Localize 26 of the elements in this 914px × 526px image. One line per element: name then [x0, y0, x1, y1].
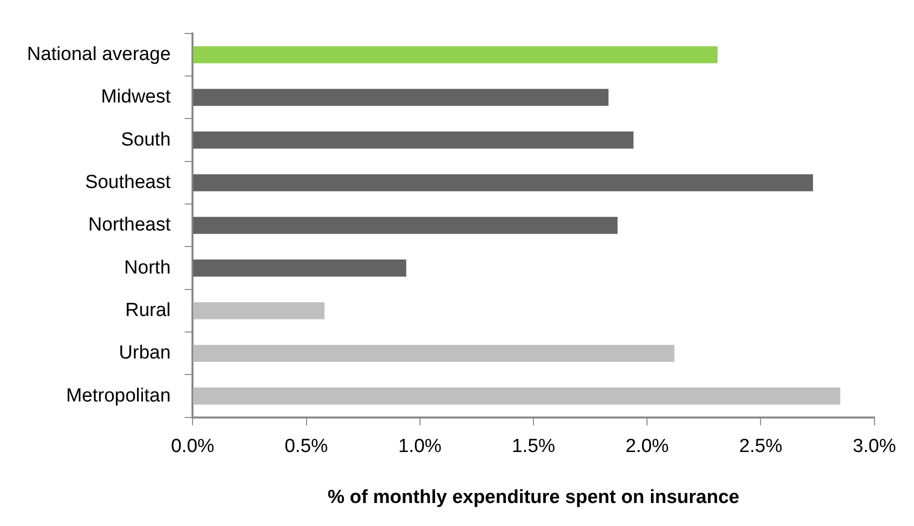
bar [193, 88, 608, 106]
y-tick-label: National average [26, 44, 171, 65]
bar [193, 260, 406, 277]
bar [193, 174, 813, 192]
bar [193, 216, 618, 234]
y-tick-label: Southeast [85, 172, 172, 193]
bar [193, 344, 674, 362]
y-tick-label: North [124, 257, 171, 278]
x-tick-label: 2.0% [625, 436, 669, 458]
x-tick-label: 3.0% [852, 436, 896, 458]
y-tick-label: Metropolitan [66, 385, 171, 406]
x-tick-label: 1.5% [512, 436, 556, 458]
x-tick-label: 0.5% [284, 436, 328, 458]
y-tick-label: Urban [118, 342, 171, 364]
bar [193, 388, 840, 405]
x-tick-label: 1.0% [398, 436, 442, 458]
bar [193, 302, 324, 320]
bar [193, 46, 718, 64]
y-tick-label: South [120, 129, 171, 150]
x-axis-title: % of monthly expenditure spent on insurance [328, 486, 740, 508]
y-tick-label: Midwest [100, 86, 172, 108]
x-tick-label: 0.0% [170, 436, 214, 458]
y-tick-label: Northeast [88, 214, 172, 236]
bar [193, 132, 634, 149]
x-tick-label: 2.5% [739, 436, 782, 458]
y-tick-label: Rural [125, 300, 171, 321]
